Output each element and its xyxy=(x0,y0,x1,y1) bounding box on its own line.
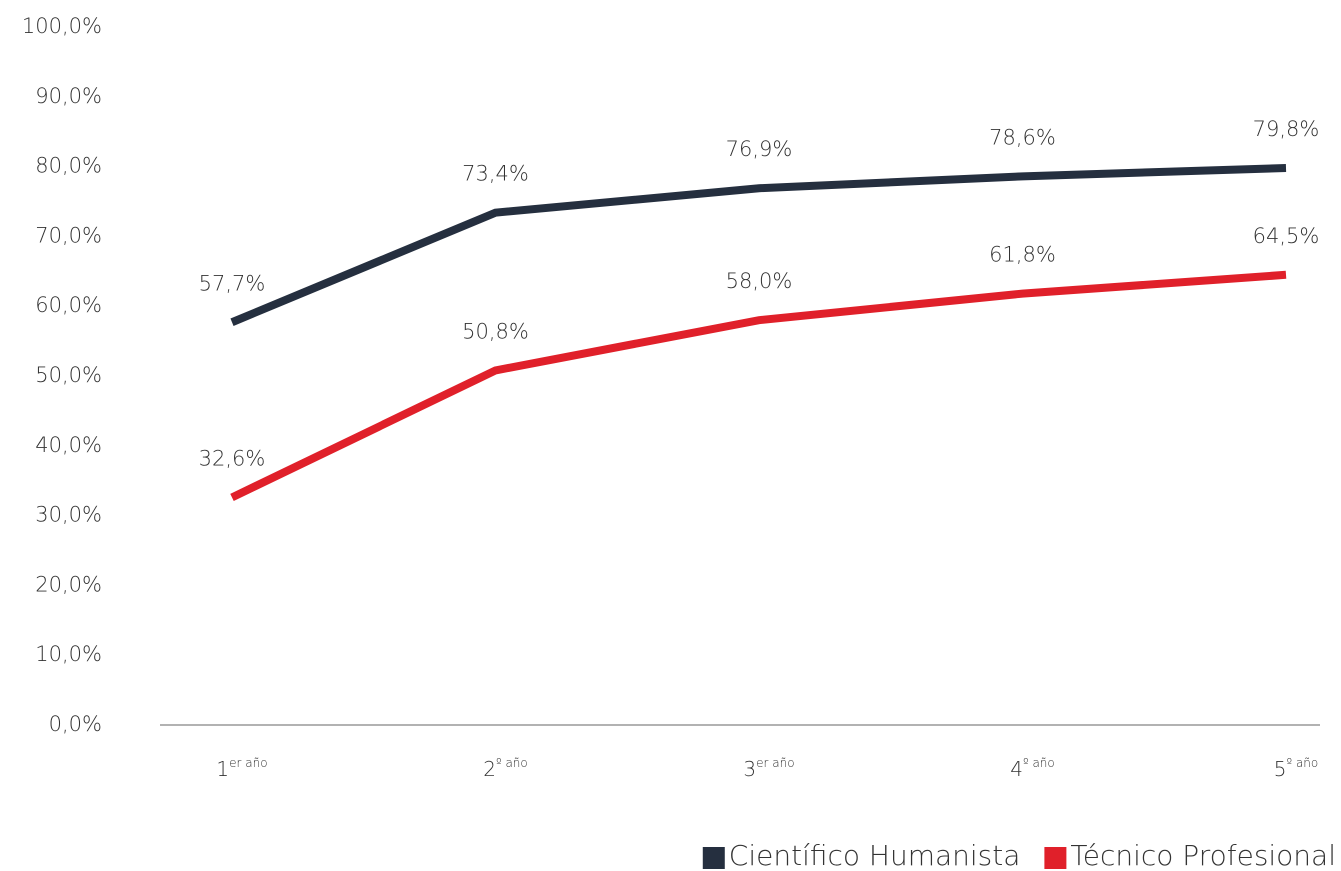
data-label: 64,5% xyxy=(1253,224,1320,248)
data-label: 32,6% xyxy=(199,446,266,470)
x-tick-label: 3er año xyxy=(743,756,794,781)
data-label: 78,6% xyxy=(989,125,1056,149)
x-tick-label: 1er año xyxy=(216,756,267,781)
data-label: 57,7% xyxy=(199,271,266,295)
data-label: 79,8% xyxy=(1253,117,1320,141)
legend-swatch xyxy=(702,847,725,869)
y-tick-label: 20,0% xyxy=(35,572,102,596)
series-line xyxy=(230,163,1287,326)
y-tick-label: 80,0% xyxy=(35,154,102,178)
y-tick-label: 100,0% xyxy=(22,14,102,38)
legend: Técnico Profesional Científico Humanista xyxy=(702,839,1336,871)
x-tick-label: 2º año xyxy=(483,756,528,781)
legend-label: Científico Humanista xyxy=(729,839,1021,871)
y-tick-label: 90,0% xyxy=(35,84,102,108)
series-line xyxy=(230,270,1287,502)
data-label: 76,9% xyxy=(726,137,793,161)
data-label: 73,4% xyxy=(462,162,529,186)
data-label: 61,8% xyxy=(989,243,1056,267)
legend-label: Técnico Profesional xyxy=(1070,839,1336,871)
y-tick-label: 0,0% xyxy=(49,712,102,736)
data-label: 58,0% xyxy=(726,269,793,293)
legend-swatch xyxy=(1044,847,1067,869)
y-tick-label: 10,0% xyxy=(35,642,102,666)
y-tick-label: 70,0% xyxy=(35,223,102,247)
y-tick-label: 60,0% xyxy=(35,293,102,317)
y-tick-label: 40,0% xyxy=(35,433,102,457)
x-tick-label: 4º año xyxy=(1010,756,1055,781)
data-label: 50,8% xyxy=(462,319,529,343)
y-tick-label: 50,0% xyxy=(35,363,102,387)
x-tick-label: 5º año xyxy=(1274,756,1319,781)
y-tick-label: 30,0% xyxy=(35,503,102,527)
